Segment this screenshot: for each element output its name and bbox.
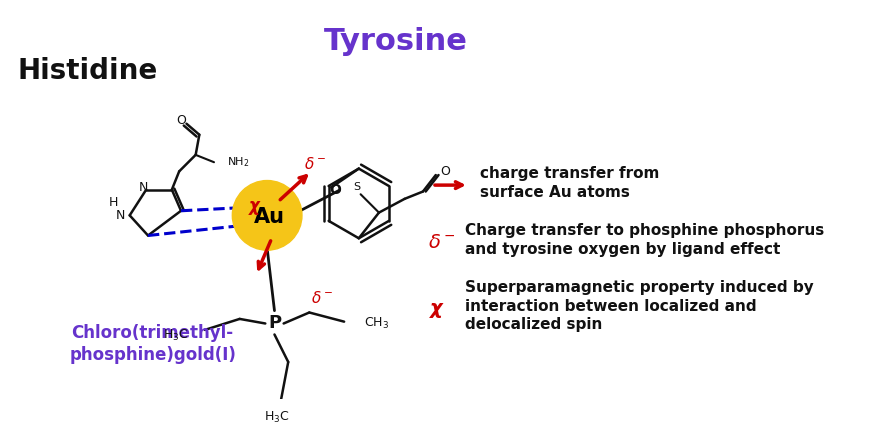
Text: $\delta^-$: $\delta^-$	[303, 157, 325, 172]
Text: H$_3$C: H$_3$C	[263, 410, 289, 425]
Text: $\delta^-$: $\delta^-$	[310, 290, 333, 306]
Text: O: O	[329, 183, 340, 197]
Text: H: H	[109, 196, 118, 209]
Text: H$_3$C: H$_3$C	[162, 328, 189, 343]
Text: $\delta^-$: $\delta^-$	[428, 233, 456, 253]
Text: CH$_3$: CH$_3$	[364, 316, 389, 331]
Text: χ: χ	[430, 299, 442, 318]
Circle shape	[232, 181, 302, 250]
Text: O: O	[176, 113, 186, 127]
Text: O: O	[439, 165, 449, 178]
Text: Tyrosine: Tyrosine	[323, 27, 467, 56]
Text: Superparamagnetic property induced by
interaction between localized and
delocali: Superparamagnetic property induced by in…	[465, 280, 813, 332]
Text: Charge transfer to phosphine phosphorus
and tyrosine oxygen by ligand effect: Charge transfer to phosphine phosphorus …	[465, 223, 824, 257]
Text: N: N	[139, 181, 148, 194]
Text: N: N	[116, 209, 125, 222]
Text: Au: Au	[253, 207, 284, 227]
Text: NH$_2$: NH$_2$	[226, 155, 249, 169]
Text: S: S	[353, 182, 360, 192]
Text: charge transfer from
surface Au atoms: charge transfer from surface Au atoms	[479, 166, 659, 200]
Text: χ: χ	[249, 197, 260, 215]
Text: Chloro(trimethyl-
phosphine)gold(I): Chloro(trimethyl- phosphine)gold(I)	[69, 324, 236, 364]
Text: Histidine: Histidine	[18, 57, 158, 85]
Text: P: P	[267, 315, 281, 333]
